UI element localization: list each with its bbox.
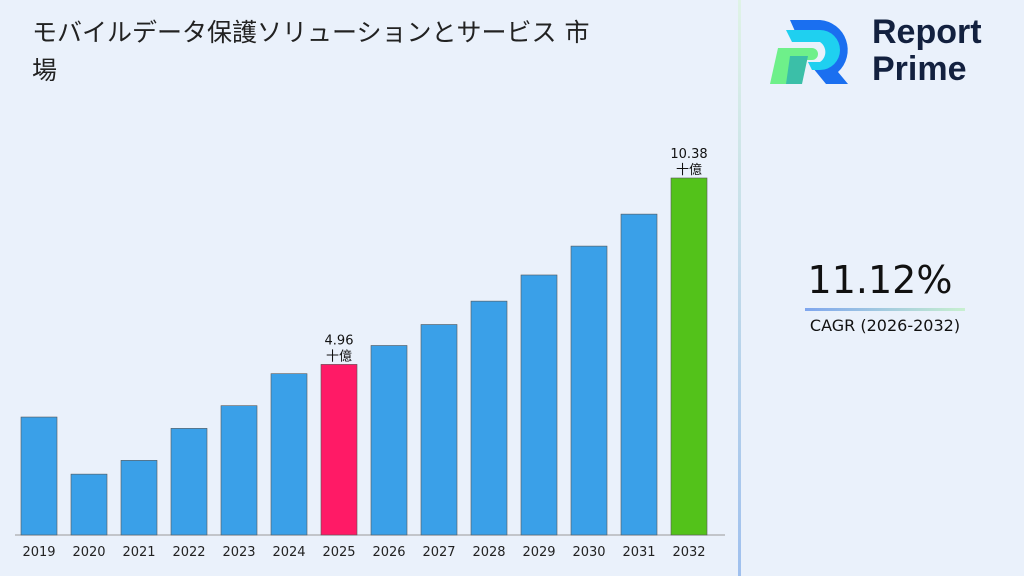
bar-2029: [520, 274, 558, 536]
bar-2023: [220, 405, 258, 536]
divider: [738, 0, 741, 576]
data-label-unit: 十億: [326, 348, 352, 364]
x-tick-label: 2019: [22, 545, 55, 560]
bar-2026: [370, 345, 408, 536]
data-label-value: 10.38: [670, 147, 707, 162]
x-tick-label: 2026: [372, 545, 405, 560]
brand-line1: Report: [872, 13, 982, 51]
x-tick-label: 2030: [572, 545, 605, 560]
bar-2032: [670, 177, 708, 536]
x-tick-label: 2025: [322, 545, 355, 560]
bar-2025: [320, 364, 358, 536]
x-tick-label: 2020: [72, 545, 105, 560]
cagr-value: 11.12%: [807, 258, 953, 302]
x-tick-label: 2032: [672, 545, 705, 560]
bar-2027: [420, 324, 458, 536]
bar-2019: [20, 416, 58, 536]
bar-2021: [120, 460, 158, 536]
x-tick-label: 2023: [222, 545, 255, 560]
x-tick-label: 2029: [522, 545, 555, 560]
bar-2030: [570, 245, 608, 536]
x-tick-label: 2028: [472, 545, 505, 560]
bar-2022: [170, 428, 208, 536]
bar-2020: [70, 473, 108, 536]
brand-name: Report Prime: [872, 14, 982, 88]
bar-2028: [470, 300, 508, 536]
cagr-label: CAGR (2026-2032): [809, 316, 961, 335]
x-tick-label: 2031: [622, 545, 655, 560]
data-label-unit: 十億: [676, 162, 702, 178]
x-tick-label: 2021: [122, 545, 155, 560]
bar-chart: 2019 2020 2021 2022 2023 2024 2025 2026 2027 2028…: [15, 147, 725, 560]
bar-2031: [620, 213, 658, 536]
chart-title: モバイルデータ保護ソリューションとサービス 市場: [32, 18, 590, 85]
x-tick-label: 2027: [422, 545, 455, 560]
report-prime-logo-icon: [770, 20, 848, 84]
x-tick-label: 2022: [172, 545, 205, 560]
bar-2024: [270, 373, 308, 536]
data-label-value: 4.96: [325, 333, 354, 348]
cagr-underline: [805, 308, 965, 311]
x-tick-label: 2024: [272, 545, 305, 560]
brand-line2: Prime: [872, 50, 967, 88]
